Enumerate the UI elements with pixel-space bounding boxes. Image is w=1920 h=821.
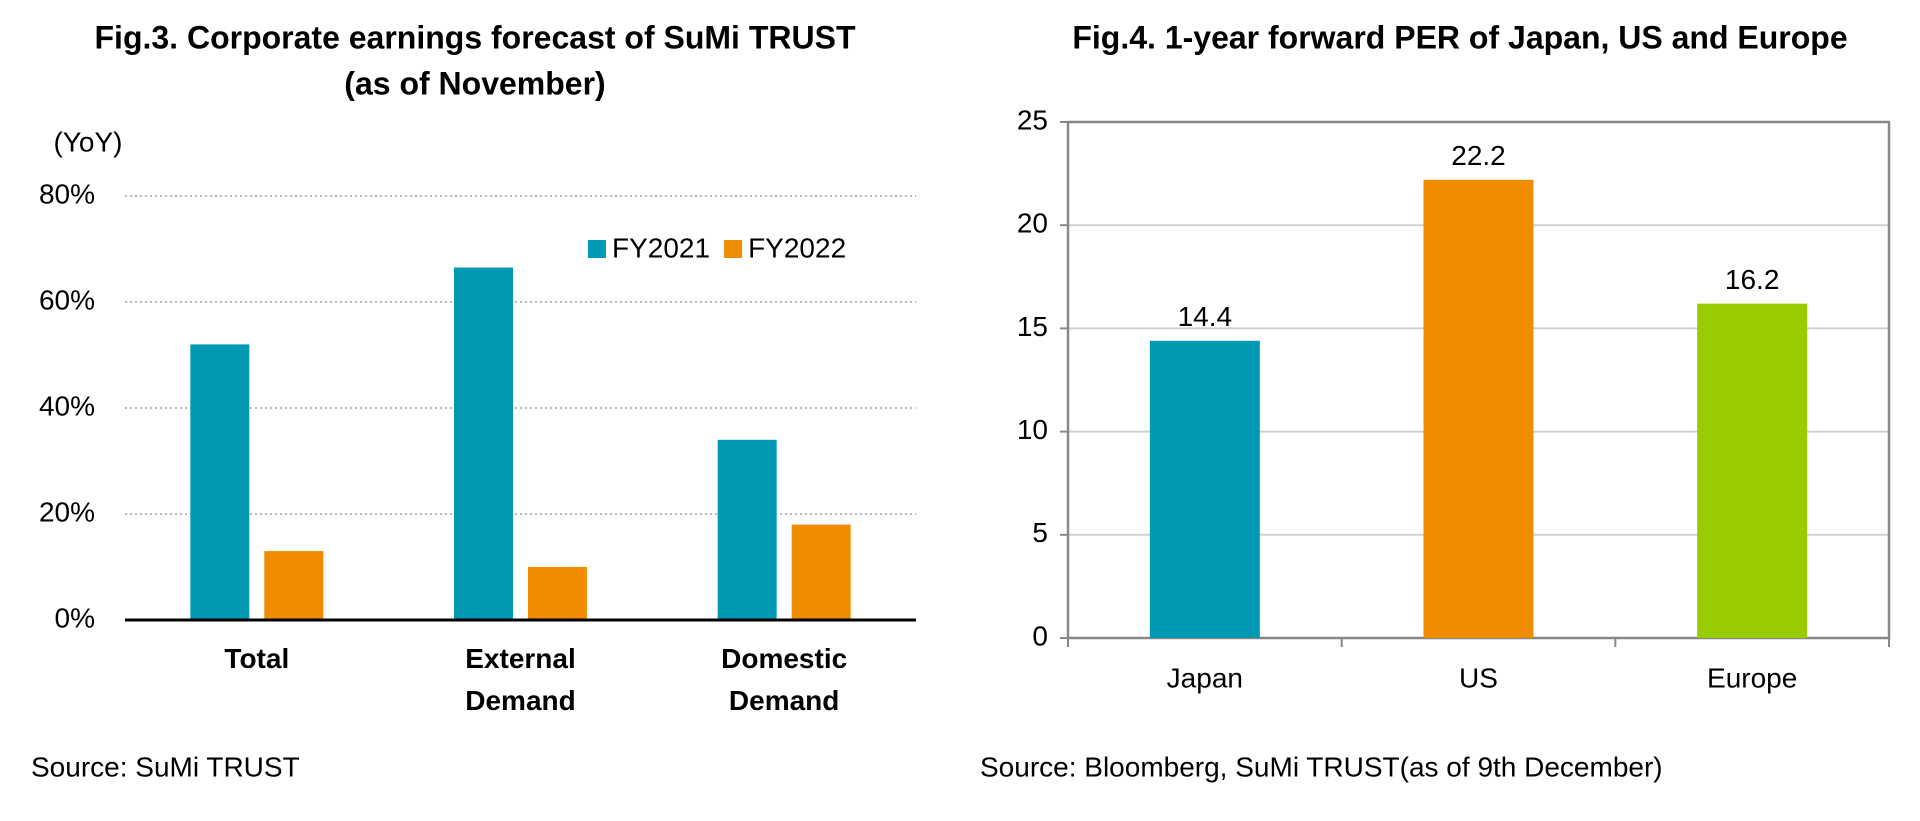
y-tick-label: 20 [1017,208,1048,239]
data-label: 14.4 [1178,301,1233,332]
y-tick-label: 20% [39,496,95,527]
bar [264,551,324,620]
bar [1149,340,1260,638]
y-tick-label: 0 [1032,620,1048,651]
chart-title: Fig.4. 1-year forward PER of Japan, US a… [1072,19,1847,55]
y-tick-label: 40% [39,390,95,421]
bar [1697,303,1808,638]
source: Source: SuMi TRUST [31,751,300,782]
x-tick-label: US [1459,662,1498,693]
y-tick-label: 15 [1017,311,1048,342]
y-axis-label: (YoY) [53,126,122,157]
data-label: 16.2 [1725,264,1780,295]
bar [528,567,587,620]
bar [190,344,250,620]
legend-swatch [724,240,743,258]
y-tick-label: 5 [1032,517,1048,548]
bar [717,439,777,620]
x-tick-label: Domestic Demand [721,643,847,716]
legend-label: FY2021 [612,232,710,263]
data-label: 22.2 [1451,140,1506,171]
legend-swatch [588,240,606,258]
legend-label: FY2022 [748,232,846,263]
y-tick-label: 10 [1017,414,1048,445]
y-tick-label: 80% [39,178,95,209]
source: Source: Bloomberg, SuMi TRUST(as of 9th … [980,751,1663,782]
chart-title: Fig.3. Corporate earnings forecast of Su… [95,19,856,55]
bar [1423,179,1534,639]
x-tick-label: Total [224,643,289,674]
bar [791,524,851,620]
y-tick-label: 25 [1017,104,1048,135]
x-tick-label: Japan [1167,662,1243,693]
x-tick-label: External Demand [465,643,576,716]
bar [454,267,513,620]
y-tick-label: 0% [55,602,95,633]
x-tick-label: Europe [1707,662,1797,693]
chart-subtitle: (as of November) [344,65,605,101]
y-tick-label: 60% [39,284,95,315]
